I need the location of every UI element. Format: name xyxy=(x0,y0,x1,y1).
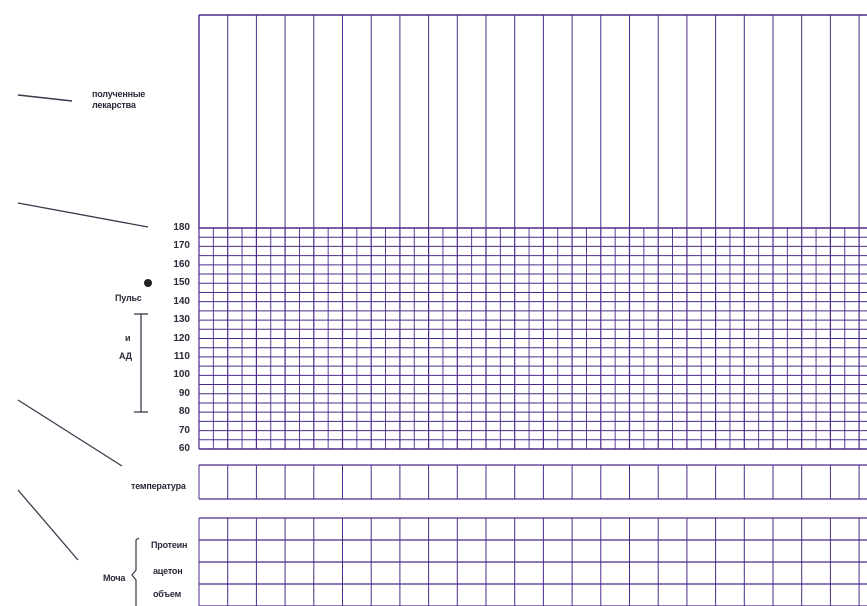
pointer-line-temperature xyxy=(17,399,123,467)
scale-tick-label: 110 xyxy=(173,350,190,362)
temperature-label: температура xyxy=(131,481,186,491)
scale-tick-label: 160 xyxy=(173,258,190,270)
scale-tick-label: 90 xyxy=(178,387,190,399)
scale-tick-label: 130 xyxy=(173,314,190,326)
urine-label: Моча xyxy=(103,573,126,583)
acetone-label: ацетон xyxy=(153,566,183,576)
pointer-line-pulse xyxy=(17,202,149,228)
scale-tick-label: 80 xyxy=(178,406,190,418)
pulse-dot-icon xyxy=(144,279,152,287)
scale-tick-label: 60 xyxy=(178,443,190,454)
scale-tick-label: 140 xyxy=(173,295,190,307)
scale-tick-label: 120 xyxy=(173,332,190,344)
scale-tick-label: 100 xyxy=(173,369,190,381)
pulse-label: Пульс xyxy=(115,293,142,303)
scale-tick-label: 70 xyxy=(178,424,190,436)
protein-label: Протеин xyxy=(151,540,188,550)
volume-label: объем xyxy=(153,589,182,599)
pointer-line-medications xyxy=(17,94,73,102)
and-label: и xyxy=(125,333,131,343)
scale-tick-label: 170 xyxy=(173,240,190,252)
scale-tick-label: 180 xyxy=(173,222,190,233)
pointer-line-urine xyxy=(17,489,79,561)
medications-label: полученные лекарства xyxy=(92,89,146,110)
bp-label: АД xyxy=(119,351,132,361)
urine-brace xyxy=(131,537,140,606)
scale-tick-label: 150 xyxy=(173,277,190,289)
